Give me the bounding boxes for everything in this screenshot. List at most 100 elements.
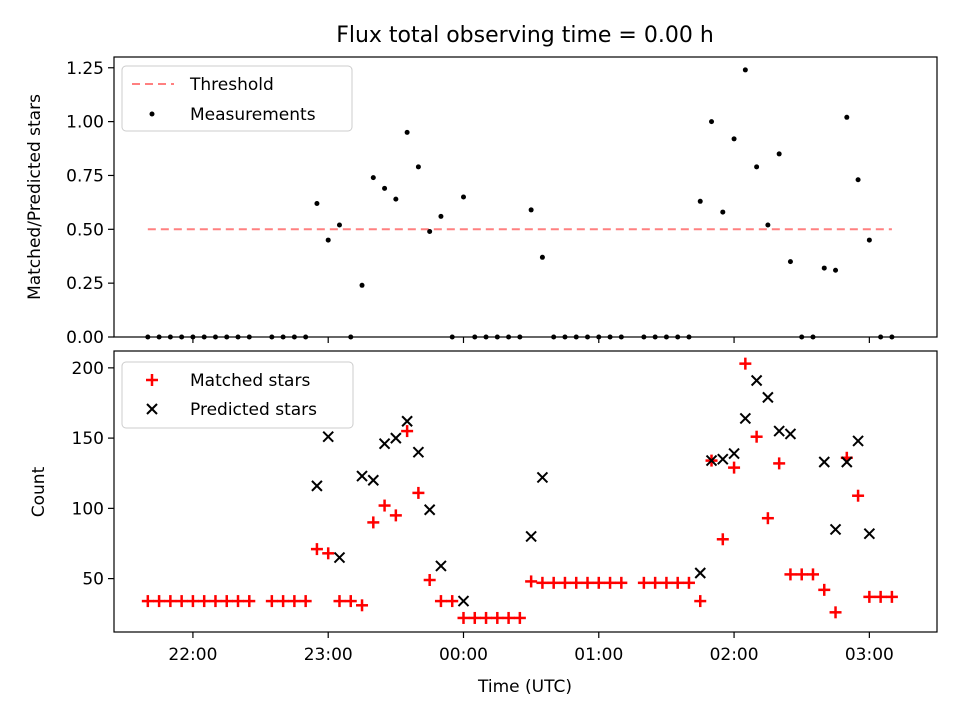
measurement-point	[709, 119, 715, 125]
predicted-star-point	[525, 530, 537, 543]
predicted-star-point	[784, 428, 797, 440]
measurement-point	[675, 334, 681, 340]
bottom-x-tick-label: 23:00	[304, 645, 353, 665]
matched-star-point	[209, 595, 222, 608]
measurement-point	[596, 334, 602, 340]
measurement-points	[145, 67, 895, 340]
predicted-star-point	[457, 595, 470, 607]
measurement-point	[382, 185, 388, 191]
bottom-legend-box	[121, 361, 354, 429]
matched-star-point	[784, 568, 797, 581]
bottom-axes: 50 100 150 200 22:00 23:00 00:00 01:00 02:00 03:…	[29, 350, 938, 697]
measurement-point	[359, 282, 365, 288]
matched-star-point	[299, 595, 312, 608]
measurement-point	[765, 222, 771, 228]
matched-star-point	[175, 595, 188, 608]
matched-star-point	[682, 576, 695, 589]
matched-star-point	[468, 611, 481, 624]
predicted-star-point	[356, 470, 368, 482]
measurement-point	[190, 334, 196, 340]
measurement-point	[742, 67, 748, 73]
predicted-star-point	[322, 430, 334, 443]
measurement-point	[663, 334, 669, 340]
top-x-ticks	[192, 337, 870, 343]
matched-stars-points	[141, 357, 898, 624]
measurement-point	[370, 175, 376, 181]
matched-star-point	[829, 606, 842, 619]
matched-star-point	[333, 595, 346, 608]
matched-star-point	[739, 357, 752, 370]
predicted-star-point	[390, 432, 402, 444]
predicted-star-point	[423, 504, 436, 516]
measurement-point	[212, 334, 218, 340]
predicted-star-point	[762, 391, 774, 404]
measurement-point	[336, 222, 342, 228]
measurement-point	[235, 334, 241, 340]
measurement-point	[652, 334, 658, 340]
matched-star-point	[401, 425, 414, 438]
matched-star-point	[232, 595, 245, 608]
matched-star-point	[570, 576, 583, 589]
top-y-tick-label: 1.25	[66, 59, 104, 79]
predicted-star-point	[367, 474, 380, 486]
measurement-point	[776, 151, 782, 157]
matched-star-point	[615, 576, 628, 589]
matched-star-point	[480, 611, 493, 624]
predicted-star-point	[818, 456, 830, 468]
matched-star-point	[558, 576, 571, 589]
chart-title: Flux total observing time = 0.00 h	[336, 23, 714, 48]
matched-star-point	[446, 595, 459, 608]
measurements-legend-swatch	[149, 111, 155, 117]
measurement-point	[889, 334, 895, 340]
measurement-point	[720, 209, 726, 215]
measurement-point	[528, 207, 534, 213]
matched-star-point	[694, 595, 707, 608]
bottom-y-tick-label: 150	[72, 429, 104, 449]
bottom-y-tick-label: 100	[72, 499, 104, 519]
top-axes-frame	[113, 56, 938, 338]
matched-star-point	[220, 595, 233, 608]
measurement-point	[585, 334, 591, 340]
measurement-point	[878, 334, 884, 340]
measurement-point	[460, 194, 466, 200]
top-y-ticks: 0.00 0.25 0.50 0.75 1.00 1.25	[66, 59, 114, 348]
top-y-tick-label: 0.50	[66, 220, 104, 240]
measurement-point	[167, 334, 173, 340]
predicted-star-point	[333, 551, 346, 564]
measurement-point	[844, 114, 850, 120]
matched-star-point	[761, 512, 774, 525]
measurement-point	[415, 164, 421, 170]
predicted-star-point	[852, 435, 864, 447]
measurement-point	[291, 334, 297, 340]
bottom-x-ticks: 22:00 23:00 00:00 01:00 02:00 03:00	[168, 632, 894, 665]
measurement-point	[201, 334, 207, 340]
measurement-point	[449, 334, 455, 340]
matched-star-point	[310, 543, 323, 556]
predicted-star-point	[401, 415, 413, 427]
matched-star-point	[728, 461, 741, 474]
top-legend: Threshold Measurements	[121, 65, 353, 132]
measurement-point	[224, 334, 230, 340]
measurement-point	[697, 198, 703, 204]
matched-star-point	[592, 576, 605, 589]
matched-star-point	[525, 575, 538, 588]
bottom-y-tick-label: 200	[72, 359, 104, 379]
matched-legend-swatch	[146, 374, 158, 386]
matched-star-point	[378, 499, 391, 512]
matched-star-point	[818, 583, 831, 596]
measurement-point	[156, 334, 162, 340]
measurement-point	[551, 334, 557, 340]
threshold-legend-label: Threshold	[189, 75, 274, 95]
predicted-star-point	[739, 412, 752, 425]
predicted-star-point	[536, 471, 549, 484]
predicted-star-point	[705, 454, 718, 467]
matched-star-point	[671, 576, 684, 589]
matched-star-point	[322, 547, 335, 560]
matched-star-point	[457, 611, 470, 624]
matched-star-point	[423, 574, 436, 587]
matched-star-point	[852, 489, 865, 502]
measurement-point	[641, 334, 647, 340]
bottom-legend: Matched stars Predicted stars	[121, 361, 354, 429]
matched-star-point	[265, 595, 278, 608]
